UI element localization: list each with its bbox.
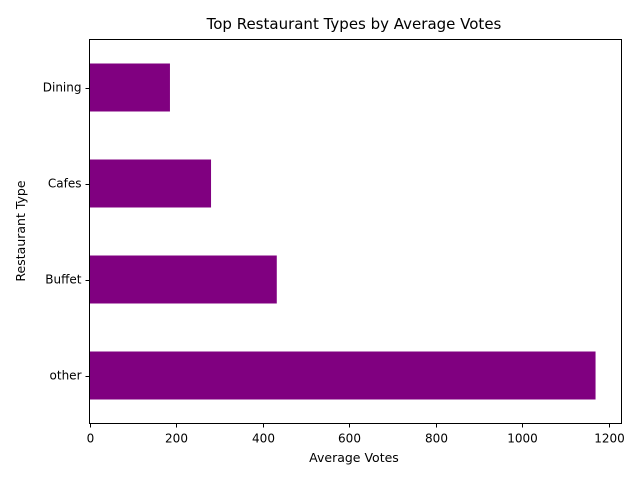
bar-other xyxy=(89,351,596,400)
y-axis-label: Restaurant Type xyxy=(13,180,28,281)
y-tick-label: Cafes xyxy=(48,177,82,191)
x-tick-label: 400 xyxy=(252,432,275,446)
x-axis-label: Average Votes xyxy=(309,450,399,465)
bar-dining xyxy=(89,63,170,112)
chart-title: Top Restaurant Types by Average Votes xyxy=(206,15,502,33)
x-tick-label: 1000 xyxy=(507,432,538,446)
x-tick-label: 800 xyxy=(425,432,448,446)
bar-cafes xyxy=(89,159,212,208)
y-tick-label: Dining xyxy=(43,81,82,95)
plot-area-frame xyxy=(89,39,622,424)
y-tick-label: Buffet xyxy=(45,273,81,287)
x-tick-label: 0 xyxy=(87,432,95,446)
x-tick-label: 1200 xyxy=(594,432,625,446)
x-tick-label: 600 xyxy=(338,432,361,446)
y-axis-ticks: other Buffet Cafes Dining xyxy=(43,81,90,383)
y-tick-label: other xyxy=(50,369,82,383)
bars-group xyxy=(89,63,596,400)
bar-buffet xyxy=(89,255,277,304)
x-axis-ticks: 0 200 400 600 800 1000 1200 xyxy=(87,423,625,446)
x-tick-label: 200 xyxy=(165,432,188,446)
